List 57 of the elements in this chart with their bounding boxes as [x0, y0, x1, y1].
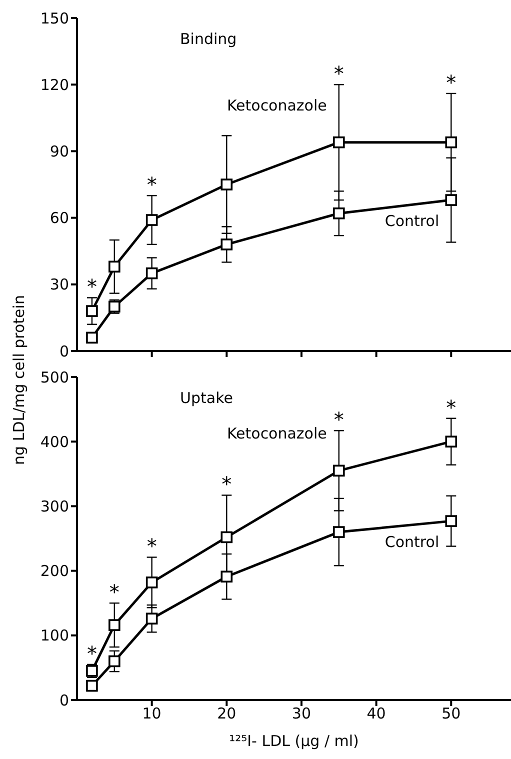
y-tick-label: 400 — [40, 432, 69, 451]
point — [86, 680, 98, 692]
point — [108, 260, 120, 273]
point — [108, 655, 120, 668]
point — [332, 464, 345, 477]
text: Binding — [180, 30, 237, 48]
point — [146, 267, 158, 280]
y-tick-label: 100 — [40, 626, 69, 645]
point — [445, 194, 458, 206]
annotation: * — [222, 472, 232, 496]
x-tick-label: 20 — [217, 704, 236, 723]
series-label: Control — [384, 533, 440, 552]
point — [220, 570, 233, 583]
annotation: * — [86, 274, 97, 299]
y-tick-label: 60 — [50, 209, 69, 228]
y-tick-label: 150 — [40, 9, 69, 28]
y-tick-label: 30 — [50, 276, 69, 294]
point — [146, 612, 158, 625]
point — [445, 136, 458, 148]
annotation: * — [109, 580, 120, 604]
point — [220, 178, 233, 190]
annotation: * — [446, 395, 456, 420]
text: Uptake — [180, 389, 233, 407]
annotation: * — [334, 408, 344, 432]
point — [332, 136, 345, 148]
point — [220, 238, 233, 250]
point — [146, 576, 158, 588]
point — [445, 515, 458, 527]
point — [108, 619, 120, 631]
point — [86, 332, 98, 344]
annotation: * — [146, 172, 157, 197]
y-tick-label: 90 — [50, 142, 69, 161]
annotation: * — [334, 62, 344, 86]
point — [86, 305, 98, 317]
point — [146, 214, 158, 226]
point — [445, 436, 458, 448]
point — [332, 207, 345, 220]
annotation: * — [146, 534, 157, 558]
series-label: Ketoconazole — [226, 424, 327, 443]
series-label: Control — [384, 212, 440, 230]
point — [332, 526, 345, 538]
y-tick-label: 500 — [40, 368, 69, 386]
series-label: Ketoconazole — [226, 96, 327, 114]
x-tick-label: 40 — [366, 704, 386, 723]
x-tick-label: 50 — [442, 704, 461, 723]
x-tick-label: 30 — [292, 704, 312, 723]
annotation: * — [86, 641, 97, 666]
y-tick-label: 0 — [59, 342, 69, 360]
point — [220, 531, 233, 544]
y-tick-label: 0 — [59, 691, 69, 710]
annotation: * — [446, 70, 456, 94]
x-tick-label: 10 — [142, 704, 162, 723]
y-tick-label: 200 — [40, 562, 69, 580]
y-axis-title: ng LDL/mg cell protein — [10, 295, 28, 465]
y-tick-label: 300 — [40, 498, 69, 516]
x-axis-title: ¹²⁵I- LDL (μg / ml) — [229, 732, 359, 750]
y-tick-label: 120 — [40, 76, 69, 94]
